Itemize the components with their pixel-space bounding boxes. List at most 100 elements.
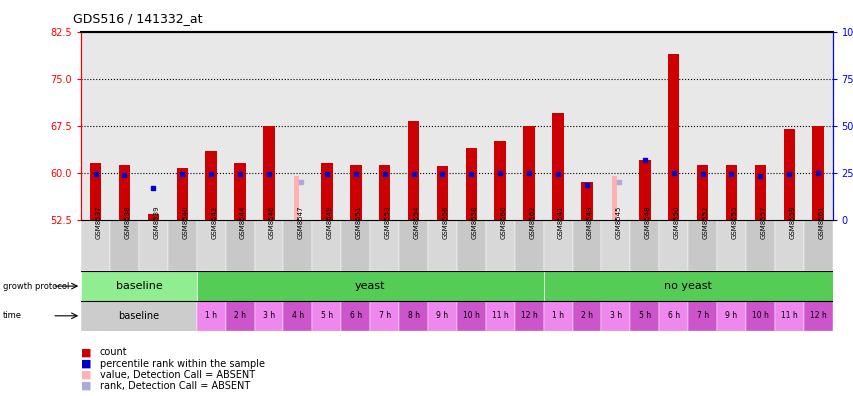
Text: 11 h: 11 h — [780, 311, 797, 320]
Text: 4 h: 4 h — [292, 311, 304, 320]
Bar — [745, 220, 774, 271]
Bar — [90, 163, 102, 220]
Bar — [254, 301, 283, 331]
Text: GSM8559: GSM8559 — [788, 206, 794, 239]
Text: 8 h: 8 h — [407, 311, 419, 320]
Text: 12 h: 12 h — [520, 311, 537, 320]
Bar — [745, 301, 774, 331]
Text: 3 h: 3 h — [263, 311, 275, 320]
Bar — [754, 165, 765, 220]
Bar — [81, 271, 196, 301]
Bar — [688, 220, 717, 271]
Text: GSM8553: GSM8553 — [384, 206, 390, 239]
Bar — [601, 220, 630, 271]
Bar — [494, 141, 506, 220]
Text: yeast: yeast — [355, 281, 385, 291]
Bar — [168, 220, 196, 271]
Text: GSM8548: GSM8548 — [644, 206, 650, 239]
Bar — [312, 220, 341, 271]
Bar — [465, 148, 477, 220]
Text: GSM8545: GSM8545 — [615, 206, 621, 239]
Bar — [688, 301, 717, 331]
Text: 9 h: 9 h — [724, 311, 737, 320]
Bar — [717, 301, 745, 331]
Text: 10 h: 10 h — [462, 311, 479, 320]
Text: GSM8550: GSM8550 — [673, 206, 679, 239]
Text: GSM8557: GSM8557 — [759, 206, 765, 239]
Bar — [523, 126, 534, 220]
Text: 6 h: 6 h — [667, 311, 679, 320]
Text: GSM8539: GSM8539 — [154, 206, 160, 239]
Bar — [379, 165, 390, 220]
Bar — [81, 301, 196, 331]
Text: ■: ■ — [81, 347, 91, 358]
Text: GSM8554: GSM8554 — [413, 206, 419, 239]
Text: GSM8537: GSM8537 — [96, 206, 102, 239]
Bar — [803, 220, 832, 271]
Text: GSM8558: GSM8558 — [471, 206, 477, 239]
Text: baseline: baseline — [115, 281, 162, 291]
Bar — [717, 220, 745, 271]
Text: GSM8556: GSM8556 — [442, 206, 448, 239]
Bar — [611, 176, 617, 220]
Bar — [601, 301, 630, 331]
Text: rank, Detection Call = ABSENT: rank, Detection Call = ABSENT — [100, 381, 250, 391]
Bar — [436, 166, 448, 220]
Bar — [774, 301, 803, 331]
Text: 2 h: 2 h — [234, 311, 246, 320]
Text: GSM8541: GSM8541 — [557, 206, 563, 239]
Text: GSM8543: GSM8543 — [586, 206, 592, 239]
Bar — [659, 301, 688, 331]
Bar — [427, 301, 456, 331]
Bar — [485, 301, 514, 331]
Bar — [283, 220, 312, 271]
Text: time: time — [3, 311, 21, 320]
Text: 1 h: 1 h — [551, 311, 563, 320]
Text: no yeast: no yeast — [664, 281, 711, 291]
Bar — [407, 121, 419, 220]
Bar — [119, 165, 131, 220]
Bar — [254, 220, 283, 271]
Bar — [782, 129, 794, 220]
Bar — [321, 163, 332, 220]
Bar — [456, 301, 485, 331]
Bar — [543, 301, 572, 331]
Bar — [398, 301, 427, 331]
Bar — [514, 220, 543, 271]
Text: 5 h: 5 h — [321, 311, 333, 320]
Text: 1 h: 1 h — [205, 311, 217, 320]
Text: 2 h: 2 h — [580, 311, 592, 320]
Text: percentile rank within the sample: percentile rank within the sample — [100, 358, 264, 369]
Bar — [725, 165, 736, 220]
Bar — [369, 301, 398, 331]
Bar — [293, 176, 299, 220]
Bar — [427, 220, 456, 271]
Bar — [234, 163, 246, 220]
Bar — [369, 220, 398, 271]
Bar — [514, 301, 543, 331]
Text: ■: ■ — [81, 369, 91, 380]
Bar — [350, 165, 361, 220]
Bar — [659, 220, 688, 271]
Bar — [196, 271, 543, 301]
Text: GSM8561: GSM8561 — [817, 206, 823, 239]
Text: GSM8540: GSM8540 — [182, 206, 188, 239]
Text: GSM8538: GSM8538 — [125, 206, 131, 239]
Bar — [398, 220, 427, 271]
Text: GSM8544: GSM8544 — [240, 206, 246, 239]
Bar — [630, 220, 659, 271]
Bar — [148, 213, 159, 220]
Text: GSM8547: GSM8547 — [298, 206, 304, 239]
Bar — [263, 126, 275, 220]
Bar — [572, 220, 601, 271]
Bar — [696, 165, 707, 220]
Bar — [811, 126, 823, 220]
Bar — [581, 182, 592, 220]
Bar — [456, 220, 485, 271]
Bar — [572, 301, 601, 331]
Bar — [774, 220, 803, 271]
Bar — [81, 220, 110, 271]
Bar — [638, 160, 650, 220]
Text: GSM8560: GSM8560 — [500, 206, 506, 239]
Text: 12 h: 12 h — [809, 311, 826, 320]
